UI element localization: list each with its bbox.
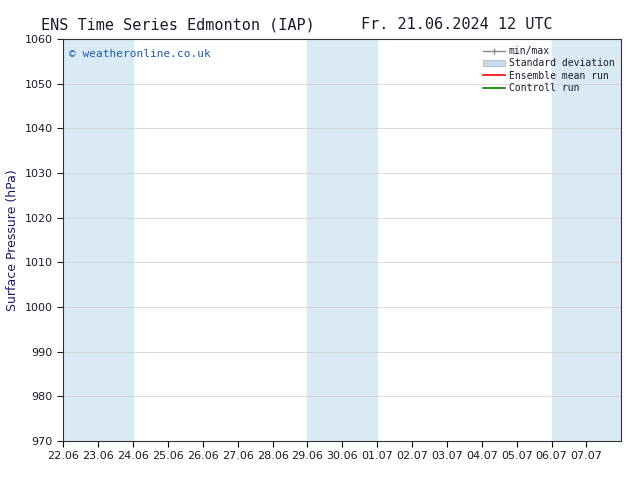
Bar bbox=[552, 39, 621, 441]
Text: ENS Time Series Edmonton (IAP): ENS Time Series Edmonton (IAP) bbox=[41, 17, 314, 32]
Text: © weatheronline.co.uk: © weatheronline.co.uk bbox=[69, 49, 210, 59]
Bar bbox=[307, 39, 377, 441]
Bar bbox=[63, 39, 133, 441]
Text: Fr. 21.06.2024 12 UTC: Fr. 21.06.2024 12 UTC bbox=[361, 17, 552, 32]
Y-axis label: Surface Pressure (hPa): Surface Pressure (hPa) bbox=[6, 169, 19, 311]
Legend: min/max, Standard deviation, Ensemble mean run, Controll run: min/max, Standard deviation, Ensemble me… bbox=[479, 42, 618, 97]
